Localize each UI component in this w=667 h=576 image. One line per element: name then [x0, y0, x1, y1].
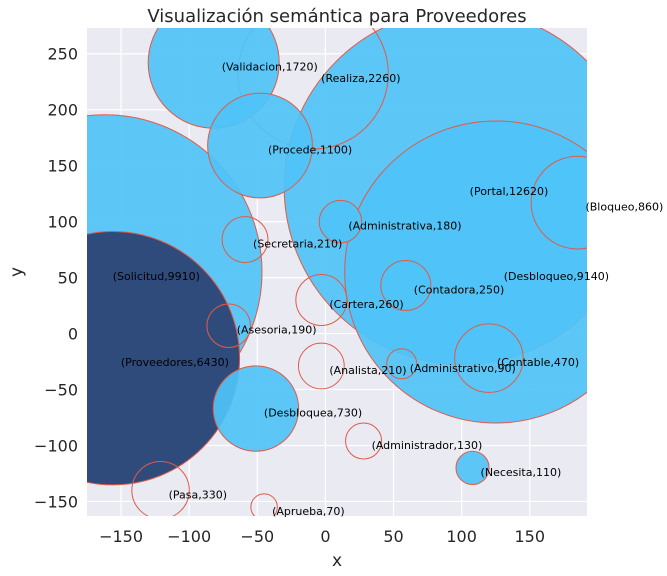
y-tick-label: −100: [34, 436, 78, 455]
label-desbloqueo: (Desbloqueo,9140): [504, 270, 609, 283]
point-necesita: [455, 450, 490, 485]
label-realiza: (Realiza,2260): [321, 72, 400, 85]
label-procede: (Procede,1100): [268, 144, 352, 157]
point-contable: [454, 323, 524, 393]
point-asesoria: [206, 303, 251, 349]
label-solicitud: (Solicitud,9910): [113, 270, 200, 283]
y-tick-label: 200: [47, 101, 78, 120]
label-pasa: (Pasa,330): [169, 488, 227, 501]
label-asesoria: (Asesoria,190): [237, 324, 317, 337]
label-analista: (Analista,210): [329, 364, 406, 377]
x-tick-label: −150: [99, 527, 143, 546]
y-tick-label: 250: [47, 45, 78, 64]
point-procede: [207, 92, 313, 199]
point-pasa: [131, 461, 190, 516]
y-axis-label: y: [7, 267, 27, 277]
point-cartera: [295, 274, 348, 326]
points-layer: [87, 28, 587, 516]
label-contable: (Contable,470): [497, 356, 579, 369]
label-necesita: (Necesita,110): [481, 466, 562, 479]
y-tick-label: −150: [34, 492, 78, 511]
point-desbloquea: [212, 365, 300, 452]
label-contadora: (Contadora,250): [414, 283, 505, 296]
label-cartera: (Cartera,260): [329, 298, 403, 311]
x-tick-labels: −150 −100 −50 0 50 100 150: [99, 527, 545, 546]
y-tick-label: 150: [47, 157, 78, 176]
label-validacion: (Validacion,1720): [222, 61, 318, 74]
y-tick-label: 50: [58, 269, 78, 288]
point-administrador: [345, 422, 383, 460]
x-tick-label: −100: [167, 527, 211, 546]
point-secretaria: [221, 216, 269, 263]
label-secretaria: (Secretaria,210): [253, 238, 342, 251]
x-tick-label: −50: [240, 527, 274, 546]
y-tick-label: −50: [44, 381, 78, 400]
point-proveedores: [87, 231, 241, 486]
y-tick-label: 100: [47, 213, 78, 232]
label-desbloquea: (Desbloquea,730): [264, 407, 362, 420]
x-tick-label: 150: [515, 527, 546, 546]
point-aprueba: [250, 493, 278, 516]
point-administrativa: [318, 199, 363, 244]
label-administrativa: (Administrativa,180): [348, 220, 461, 233]
y-tick-labels: −150 −100 −50 0 50 100 150 200 250: [34, 45, 78, 512]
label-aprueba: (Aprueba,70): [272, 505, 345, 518]
label-administrador: (Administrador,130): [372, 439, 483, 452]
point-administrativo: [386, 348, 418, 380]
label-administrativo: (Administrativo,90): [410, 362, 516, 375]
point-analista: [297, 342, 345, 390]
x-tick-label: 0: [320, 527, 330, 546]
y-tick-label: 0: [68, 325, 78, 344]
point-labels-layer: (Validacion,1720)(Realiza,2260) (Procede,…: [113, 61, 664, 518]
chart-title: Visualización semántica para Proveedores: [147, 6, 526, 27]
label-proveedores: (Proveedores,6430): [121, 356, 229, 369]
x-tick-label: 100: [446, 527, 477, 546]
label-bloqueo: (Bloqueo,860): [585, 201, 663, 214]
x-tick-label: 50: [383, 527, 403, 546]
label-portal: (Portal,12620): [470, 185, 549, 198]
x-axis-label: x: [332, 551, 342, 571]
point-desbloqueo: [344, 120, 587, 424]
point-contadora: [380, 259, 432, 311]
point-bloqueo: [530, 155, 587, 250]
